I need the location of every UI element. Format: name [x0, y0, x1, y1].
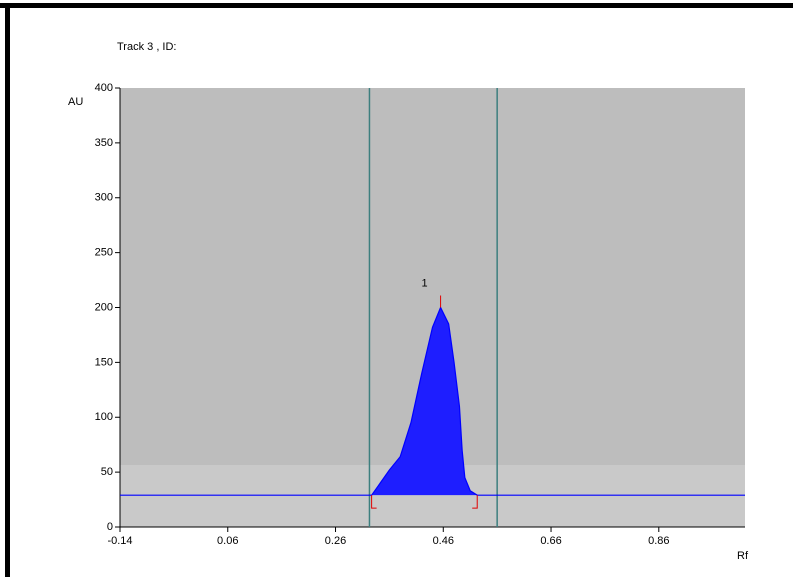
- y-tick-label: 100: [95, 411, 113, 423]
- top-border: [0, 3, 793, 8]
- y-tick-label: 200: [95, 301, 113, 313]
- peak-label: 1: [422, 277, 428, 289]
- left-border: [5, 3, 10, 577]
- x-tick-label: 0.66: [540, 535, 561, 547]
- x-tick-label: 0.86: [648, 535, 669, 547]
- y-tick-label: 400: [95, 82, 113, 94]
- y-tick-label: 250: [95, 247, 113, 259]
- x-tick-label: 0.06: [217, 535, 238, 547]
- y-tick-label: 300: [95, 192, 113, 204]
- x-tick-label: 0.26: [325, 535, 346, 547]
- x-axis-label: Rf: [737, 550, 749, 562]
- y-tick-label: 0: [107, 521, 113, 533]
- y-tick-label: 350: [95, 137, 113, 149]
- x-tick-label: 0.46: [433, 535, 454, 547]
- peak-area: [371, 307, 478, 496]
- peak-end-marker: [472, 495, 478, 509]
- y-axis-label: AU: [68, 96, 83, 108]
- y-tick-label: 150: [95, 356, 113, 368]
- x-tick-label: -0.14: [107, 535, 132, 547]
- y-tick-label: 50: [101, 466, 113, 478]
- chart-title: Track 3 , ID:: [117, 41, 177, 53]
- peak-start-marker: [371, 495, 377, 509]
